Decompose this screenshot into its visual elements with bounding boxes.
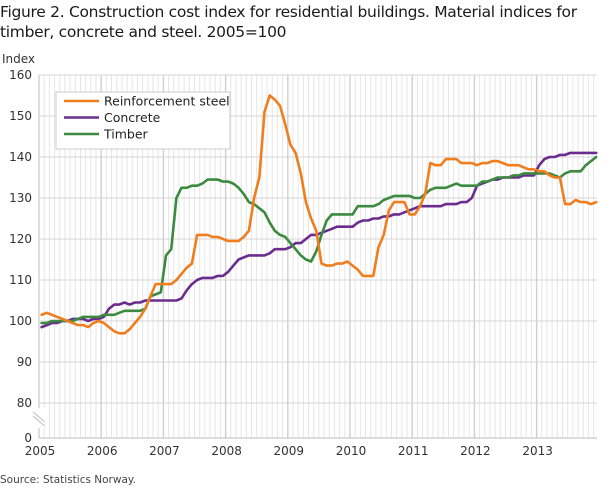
x-tick-label: 2006 [87,444,118,458]
x-tick-label: 2005 [25,444,56,458]
y-tick-label: 160 [9,68,32,82]
chart-title: Figure 2. Construction cost index for re… [0,3,577,41]
series-lines [40,94,598,335]
y-tick-label: 100 [9,314,32,328]
y-tick-label: 110 [9,273,32,287]
x-tick-label: 2013 [522,444,553,458]
x-tick-label: 2007 [149,444,180,458]
y-tick-label: 0 [24,431,32,445]
y-tick-label: 90 [17,355,32,369]
axis-break-mark [32,415,46,427]
legend-label: Reinforcement steel [104,94,230,109]
y-tick-label: 130 [9,191,32,205]
y-tick-label: 150 [9,109,32,123]
y-tick-label: 120 [9,232,32,246]
y-axis-label: Index [2,52,35,66]
x-tick-label: 2011 [398,444,429,458]
x-tick-label: 2009 [274,444,305,458]
axes: 0 80 90 100 110 120 130 140 150 160 Index 2005 2006 2… [2,52,553,458]
series-line-reinforcement-steel [40,94,598,335]
x-tick-label: 2008 [211,444,242,458]
y-tick-label: 80 [17,396,32,410]
x-tick-label: 2010 [336,444,367,458]
y-tick-label: 140 [9,150,32,164]
source-note: Source: Statistics Norway. [0,474,136,486]
legend-label: Concrete [104,110,161,125]
legend-label: Timber [103,127,149,142]
x-tick-label: 2012 [460,444,491,458]
axis-break-mark [32,411,46,423]
